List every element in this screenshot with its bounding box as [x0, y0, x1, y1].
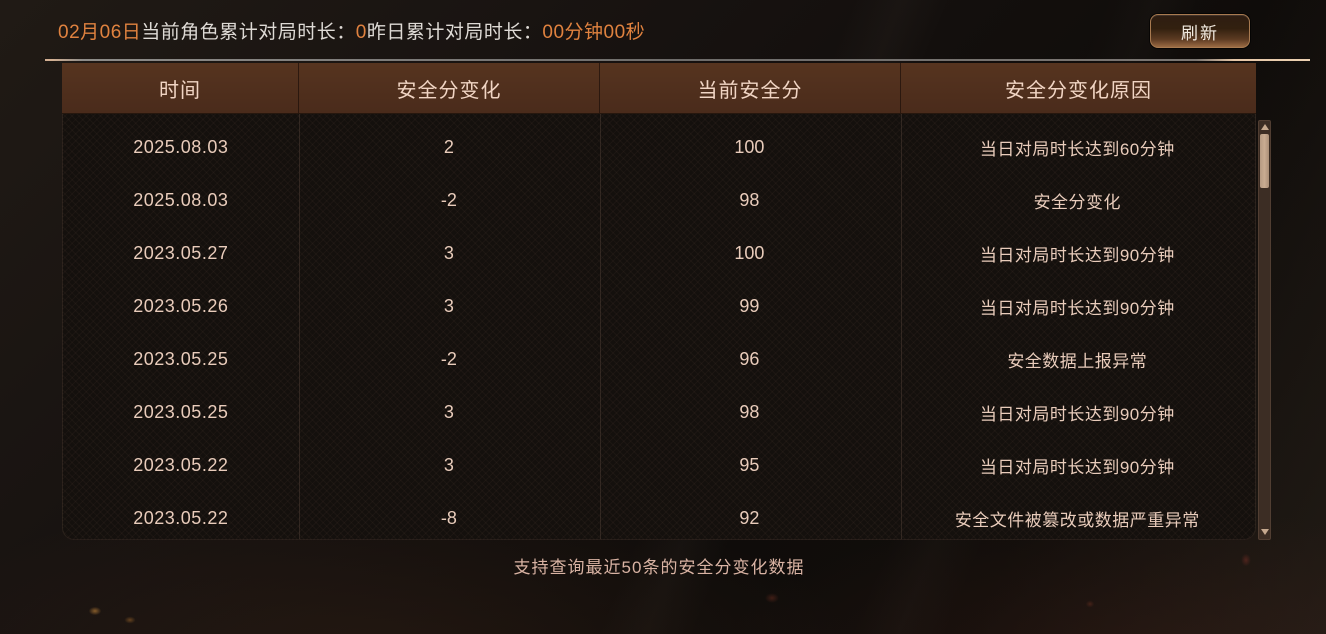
table-cell: 99: [739, 296, 760, 316]
table-header-row: 时间 安全分变化 当前安全分 安全分变化原因: [62, 63, 1256, 114]
table-cell: 2025.08.03: [133, 137, 229, 157]
column-divider: [299, 114, 300, 539]
safety-score-table: 时间 安全分变化 当前安全分 安全分变化原因 2025.08.03 2 100 当日对…: [62, 63, 1256, 540]
table-cell: -8: [440, 508, 457, 528]
table-cell: 2023.05.25: [133, 349, 229, 369]
table-cell: 2023.05.26: [133, 296, 229, 316]
table-cell: 100: [734, 137, 765, 157]
table-cell: 96: [739, 349, 760, 369]
scrollbar-up-button[interactable]: [1259, 122, 1270, 132]
header-divider: [45, 59, 1310, 61]
table-row: 2025.08.03 2 100 当日对局时长达到60分钟: [63, 121, 1255, 174]
playtime-summary: 02月06日当前角色累计对局时长：0昨日累计对局时长：00分钟00秒: [58, 20, 645, 46]
table-cell: 当日对局时长达到90分钟: [979, 299, 1175, 318]
table-cell: 3: [443, 243, 454, 263]
today-playtime-label: 当前角色累计对局时长：: [141, 22, 356, 43]
scrollbar-thumb[interactable]: [1260, 134, 1269, 188]
table-cell: 100: [734, 243, 765, 263]
table-cell: -2: [440, 349, 457, 369]
table-cell: 95: [739, 455, 760, 475]
table-row: 2025.08.03 -2 98 安全分变化: [63, 174, 1255, 227]
table-cell: 2023.05.27: [133, 243, 229, 263]
yesterday-playtime-label: 昨日累计对局时长：: [366, 22, 543, 43]
table-cell: 2023.05.22: [133, 455, 229, 475]
column-header-current-score: 当前安全分: [599, 63, 900, 113]
table-cell: 当日对局时长达到60分钟: [979, 140, 1175, 159]
table-row: 2023.05.25 3 98 当日对局时长达到90分钟: [63, 386, 1255, 439]
up-triangle-icon: [1260, 124, 1269, 130]
table-cell: 2023.05.25: [133, 402, 229, 422]
table-row: 2023.05.22 -8 92 安全文件被篡改或数据严重异常: [63, 492, 1255, 539]
column-header-reason: 安全分变化原因: [900, 63, 1256, 113]
table-cell: 3: [443, 455, 454, 475]
table-cell: 当日对局时长达到90分钟: [979, 246, 1175, 265]
footer-note: 支持查询最近50条的安全分变化数据: [513, 558, 805, 577]
column-header-time: 时间: [159, 79, 201, 102]
table-cell: -2: [440, 190, 457, 210]
table-row: 2023.05.22 3 95 当日对局时长达到90分钟: [63, 439, 1255, 492]
table-cell: 2023.05.22: [133, 508, 229, 528]
column-divider: [901, 114, 902, 539]
table-cell: 安全分变化: [1033, 193, 1122, 212]
table-scrollbar[interactable]: [1258, 120, 1271, 540]
table-cell: 3: [443, 296, 454, 316]
table-cell: 安全数据上报异常: [1007, 352, 1148, 371]
table-row: 2023.05.27 3 100 当日对局时长达到90分钟: [63, 227, 1255, 280]
column-divider: [600, 114, 601, 539]
table-row: 2023.05.25 -2 96 安全数据上报异常: [63, 333, 1255, 386]
table-cell: 2025.08.03: [133, 190, 229, 210]
table-cell: 92: [739, 508, 760, 528]
table-cell: 3: [443, 402, 454, 422]
table-cell: 98: [739, 190, 760, 210]
down-triangle-icon: [1260, 529, 1269, 535]
refresh-button-label: 刷新: [1181, 23, 1219, 43]
table-cell: 当日对局时长达到90分钟: [979, 405, 1175, 424]
table-cell: 2: [443, 137, 454, 157]
column-header-score-change: 安全分变化: [298, 63, 599, 113]
table-row: 2023.05.26 3 99 当日对局时长达到90分钟: [63, 280, 1255, 333]
table-cell: 当日对局时长达到90分钟: [979, 458, 1175, 477]
yesterday-playtime-value: 00分钟00秒: [542, 22, 646, 43]
table-body: 2025.08.03 2 100 当日对局时长达到60分钟 2025.08.03 -2 98…: [62, 114, 1256, 540]
table-cell: 98: [739, 402, 760, 422]
scrollbar-down-button[interactable]: [1259, 527, 1270, 537]
table-cell: 安全文件被篡改或数据严重异常: [954, 511, 1200, 530]
today-playtime-value: 0: [355, 22, 367, 43]
current-date: 02月06日: [58, 22, 142, 43]
refresh-button[interactable]: 刷新: [1150, 14, 1250, 48]
